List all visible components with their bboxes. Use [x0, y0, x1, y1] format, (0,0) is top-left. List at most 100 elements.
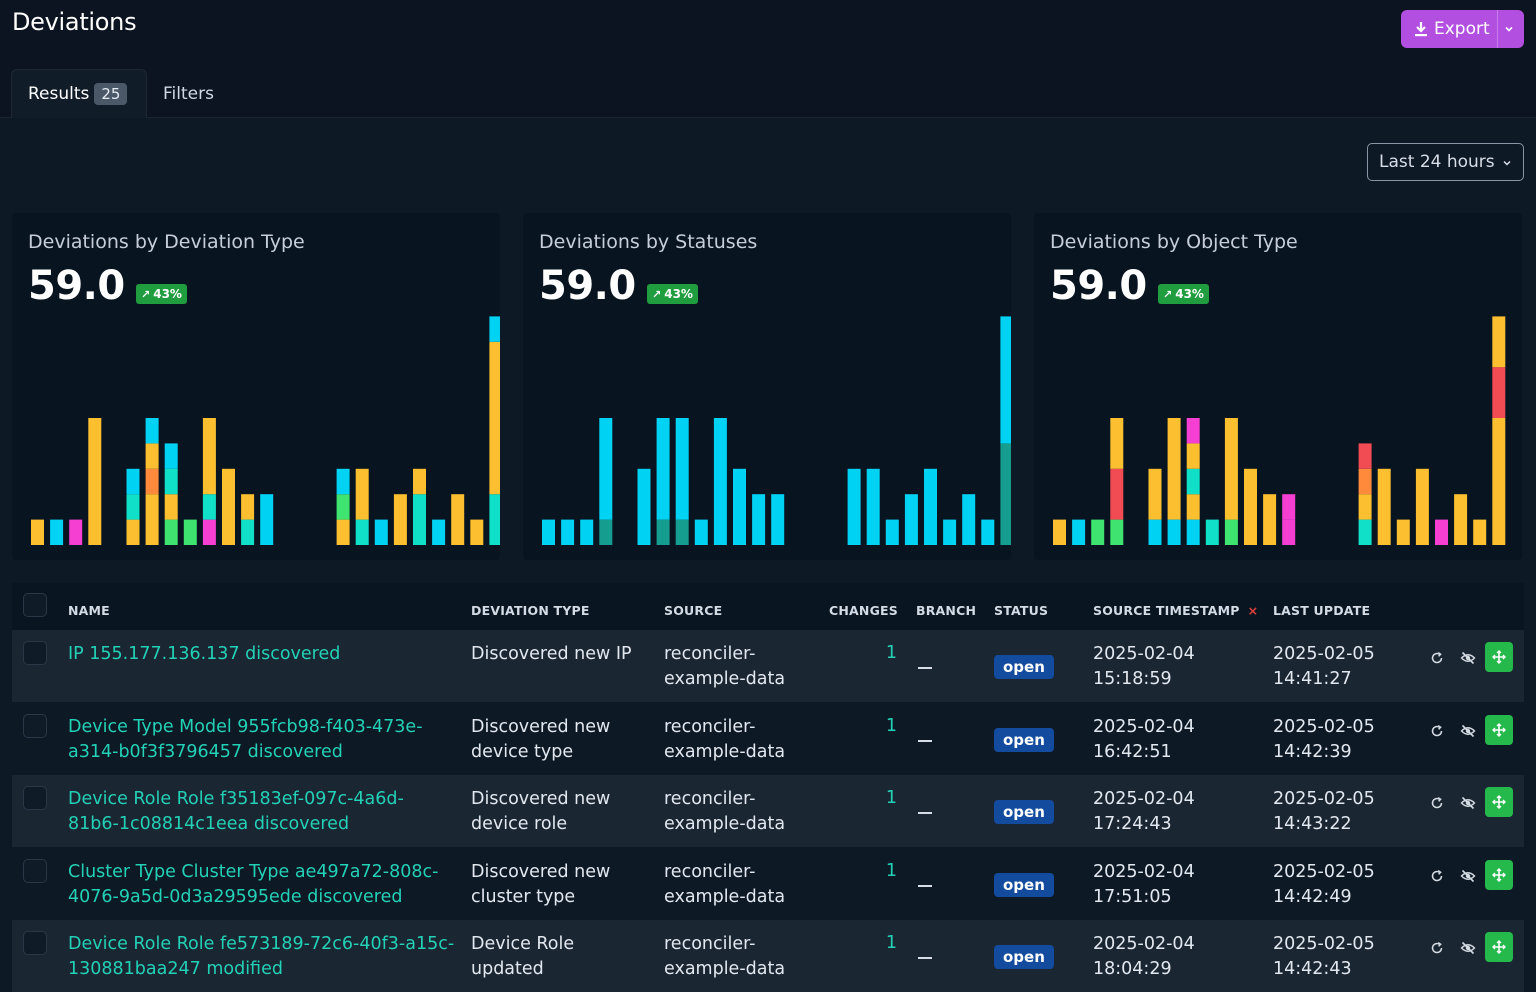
hide-eye-icon[interactable]: [1460, 940, 1476, 956]
cell-line: 4076-9a5d-0d3a29595ede discovered: [68, 886, 403, 907]
chart-bar-9-segment-2: [202, 418, 216, 495]
row-checkbox[interactable]: [23, 713, 47, 738]
chart-bar-20-segment-1: [413, 468, 426, 495]
trend-up-icon: ↗: [141, 287, 151, 301]
chart-bar-22-segment-0: [1473, 519, 1487, 545]
row-checkbox[interactable]: [23, 641, 47, 665]
hide-eye-icon[interactable]: [1460, 795, 1476, 811]
chart-bar-6-segment-1: [145, 468, 159, 495]
column-header-changes[interactable]: CHANGES: [829, 603, 898, 618]
cell-line: Device Role Role fe573189-72c6-40f3-a15c…: [68, 934, 455, 954]
tab-filters[interactable]: Filters: [163, 69, 214, 118]
deviation-name-link[interactable]: Device Role Role fe573189-72c6-40f3-a15c…: [68, 932, 454, 982]
export-button[interactable]: Export: [1401, 10, 1524, 48]
chart-bar-11-segment-1: [241, 494, 255, 520]
export-dropdown-chevron-icon[interactable]: [1504, 24, 1514, 34]
table-row: Device Role Role fe573189-72c6-40f3-a15c…: [12, 920, 1524, 992]
last-update-cell: 2025-02-05 14:42:43: [1273, 932, 1375, 982]
clear-sort-icon[interactable]: ×: [1247, 603, 1259, 618]
chart-bar-7-segment-2: [164, 468, 178, 495]
deviation-name-link[interactable]: Cluster Type Cluster Type ae497a72-808c-…: [68, 860, 438, 910]
move-icon: [1492, 722, 1506, 737]
apply-button[interactable]: [1485, 932, 1513, 962]
apply-button[interactable]: [1485, 642, 1513, 672]
source-cell: reconciler-example-data: [664, 932, 785, 982]
hide-eye-icon[interactable]: [1460, 723, 1476, 739]
chart-bar-5-segment-0: [1148, 519, 1162, 545]
chart-bar-7-segment-2: [1186, 468, 1200, 495]
chart-bar-21-segment-0: [1454, 494, 1468, 545]
column-header-source[interactable]: SOURCE: [664, 603, 723, 618]
chart-bar-16-segment-3: [1358, 443, 1372, 469]
chevron-down-icon: [1503, 160, 1511, 166]
time-range-select[interactable]: Last 24 hours: [1367, 143, 1524, 181]
deviation-type-cell: Discovered new device role: [471, 787, 610, 837]
cell-line: updated: [471, 959, 544, 979]
cell-line: reconciler-: [664, 861, 756, 882]
chart-bar-2-segment-0: [1091, 519, 1105, 545]
results-count-badge: 25: [94, 83, 128, 105]
refresh-icon[interactable]: [1429, 868, 1445, 884]
chart-card-statuses: Deviations by Statuses 59.0 ↗ 43%: [523, 213, 1011, 560]
source-cell: reconciler-example-data: [664, 787, 785, 837]
column-header-source-timestamp[interactable]: SOURCE TIMESTAMP ×: [1093, 603, 1258, 618]
cell-line: 16:42:51: [1093, 741, 1172, 762]
column-header-name[interactable]: NAME: [68, 603, 110, 618]
chart-bar-7-segment-0: [1186, 519, 1200, 545]
apply-button[interactable]: [1485, 859, 1513, 890]
column-header-branch[interactable]: BRANCH: [916, 603, 977, 618]
chart-bar-9-segment-0: [202, 519, 216, 545]
column-header-deviation-type[interactable]: DEVIATION TYPE: [471, 603, 590, 618]
chart-bar-21-segment-0: [943, 519, 957, 545]
refresh-icon[interactable]: [1429, 723, 1445, 739]
apply-button[interactable]: [1485, 787, 1513, 817]
chart-bar-7-segment-1: [164, 494, 178, 520]
chart-bar-17-segment-0: [866, 468, 880, 545]
last-update-cell: 2025-02-05 14:43:22: [1273, 787, 1375, 837]
chart-bar-23-segment-0: [981, 519, 995, 545]
status-badge: open: [994, 945, 1054, 969]
chart-bar-9-segment-1: [202, 494, 216, 520]
deviation-name-link[interactable]: Device Role Role f35183ef-097c-4a6d- 81b6…: [68, 787, 404, 837]
chart-bar-1-segment-0: [1072, 519, 1086, 545]
row-checkbox[interactable]: [23, 858, 47, 883]
chart-bar-20-segment-0: [924, 468, 937, 545]
refresh-icon[interactable]: [1429, 795, 1445, 811]
cell-line: 2025-02-04: [1093, 934, 1195, 954]
chart-bar-10-segment-0: [222, 468, 235, 545]
hide-eye-icon[interactable]: [1460, 650, 1476, 666]
deviation-type-cell: Discovered new cluster type: [471, 860, 610, 910]
apply-button[interactable]: [1485, 714, 1513, 745]
chart-bar-0-segment-0: [1053, 519, 1066, 545]
export-label: Export: [1434, 19, 1490, 39]
hide-eye-icon[interactable]: [1460, 868, 1476, 884]
column-header-status[interactable]: STATUS: [994, 603, 1049, 618]
row-checkbox[interactable]: [23, 786, 47, 810]
refresh-icon[interactable]: [1429, 650, 1445, 666]
chart-card-deviation-type: Deviations by Deviation Type 59.0 ↗ 43%: [12, 213, 500, 560]
changes-count: 1: [885, 643, 897, 663]
cell-line: 81b6-1c08814c1eea discovered: [68, 814, 350, 834]
select-all-checkbox[interactable]: [23, 593, 47, 617]
chart-bar-5-segment-0: [637, 468, 651, 545]
status-badge: open: [994, 655, 1054, 679]
deviation-name-link[interactable]: Device Type Model 955fcb98-f403-473e-a31…: [68, 715, 423, 765]
chart-bar-18-segment-0: [374, 519, 388, 545]
chart-bar-8-segment-0: [183, 519, 197, 545]
changes-count: 1: [885, 860, 897, 881]
trend-value: 43%: [153, 287, 182, 301]
page-title: Deviations: [12, 8, 137, 36]
table-row: Device Role Role f35183ef-097c-4a6d- 81b6…: [12, 775, 1524, 847]
card-value: 59.0: [28, 263, 125, 309]
refresh-icon[interactable]: [1429, 940, 1445, 956]
tab-results-label: Results: [28, 84, 90, 104]
changes-count: 1: [885, 933, 897, 953]
row-checkbox[interactable]: [23, 931, 47, 955]
deviation-name-link[interactable]: IP 155.177.136.137 discovered: [68, 642, 340, 667]
chart-bar-10-segment-0: [1244, 468, 1257, 545]
column-header-last-update[interactable]: LAST UPDATE: [1273, 603, 1371, 618]
chart-bar-17-segment-0: [1377, 468, 1391, 545]
tab-results[interactable]: Results 25: [11, 69, 147, 118]
trend-up-icon: ↗: [1163, 287, 1173, 301]
source-timestamp-cell: 2025-02-04 15:18:59: [1093, 642, 1195, 692]
